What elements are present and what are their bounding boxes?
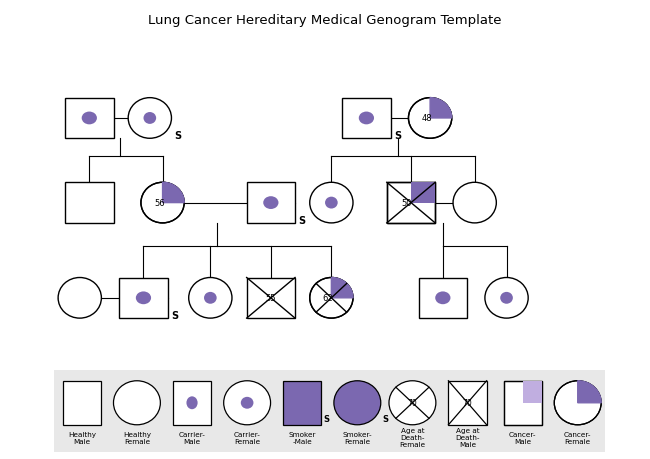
Text: Carrier-
Female: Carrier- Female — [234, 431, 261, 444]
Ellipse shape — [453, 183, 497, 224]
Ellipse shape — [240, 397, 254, 409]
Ellipse shape — [310, 183, 353, 224]
Ellipse shape — [187, 397, 198, 409]
Bar — [246, 183, 295, 224]
Text: 48: 48 — [422, 114, 432, 123]
Bar — [283, 381, 321, 425]
Bar — [173, 381, 211, 425]
Bar — [504, 381, 541, 425]
Text: Healthy
Female: Healthy Female — [123, 431, 151, 444]
Text: S: S — [383, 414, 389, 423]
Bar — [387, 183, 436, 224]
Ellipse shape — [82, 112, 97, 125]
Text: 50: 50 — [401, 199, 411, 207]
Text: Cancer-
Female: Cancer- Female — [564, 431, 592, 444]
Text: S: S — [323, 414, 330, 423]
Ellipse shape — [188, 278, 232, 319]
Polygon shape — [162, 183, 184, 203]
Bar — [448, 381, 487, 425]
Text: Carrier-
Male: Carrier- Male — [179, 431, 205, 444]
Ellipse shape — [389, 381, 436, 425]
Ellipse shape — [436, 292, 450, 305]
Bar — [504, 381, 541, 425]
Bar — [523, 381, 541, 403]
Bar — [54, 370, 605, 452]
Text: 70: 70 — [408, 398, 417, 408]
Ellipse shape — [359, 112, 374, 125]
Text: S: S — [175, 131, 182, 141]
Bar — [65, 183, 114, 224]
Ellipse shape — [408, 98, 452, 139]
Bar — [342, 98, 391, 139]
Text: 56: 56 — [154, 199, 164, 207]
Text: Smoker
-Male: Smoker -Male — [289, 431, 316, 444]
Text: 62: 62 — [323, 294, 333, 302]
Ellipse shape — [204, 292, 216, 304]
Ellipse shape — [224, 381, 270, 425]
Ellipse shape — [114, 381, 161, 425]
Polygon shape — [332, 278, 353, 298]
Bar — [65, 98, 114, 139]
Polygon shape — [578, 381, 601, 403]
Text: S: S — [394, 131, 401, 141]
Text: 55: 55 — [266, 294, 276, 302]
Text: Cancer-
Male: Cancer- Male — [509, 431, 536, 444]
Ellipse shape — [325, 197, 338, 209]
Text: S: S — [171, 310, 178, 320]
Ellipse shape — [500, 292, 513, 304]
Ellipse shape — [334, 381, 381, 425]
Ellipse shape — [141, 183, 184, 224]
Text: S: S — [298, 215, 306, 225]
Bar — [119, 278, 168, 319]
Ellipse shape — [263, 197, 278, 210]
Ellipse shape — [485, 278, 528, 319]
Text: Age at
Death-
Female: Age at Death- Female — [399, 427, 426, 448]
Title: Lung Cancer Hereditary Medical Genogram Template: Lung Cancer Hereditary Medical Genogram … — [148, 14, 502, 27]
Ellipse shape — [310, 278, 353, 319]
Bar — [62, 381, 101, 425]
Bar — [246, 278, 295, 319]
Bar — [411, 183, 436, 203]
Polygon shape — [430, 98, 452, 119]
Ellipse shape — [58, 278, 101, 319]
Text: Smoker-
Female: Smoker- Female — [343, 431, 372, 444]
Ellipse shape — [144, 113, 156, 125]
Bar — [387, 183, 436, 224]
Text: 70: 70 — [463, 398, 473, 408]
Text: Healthy
Male: Healthy Male — [68, 431, 96, 444]
Ellipse shape — [136, 292, 151, 305]
Ellipse shape — [554, 381, 601, 425]
Text: Age at
Death-
Male: Age at Death- Male — [455, 427, 480, 448]
Ellipse shape — [128, 98, 172, 139]
Bar — [419, 278, 467, 319]
